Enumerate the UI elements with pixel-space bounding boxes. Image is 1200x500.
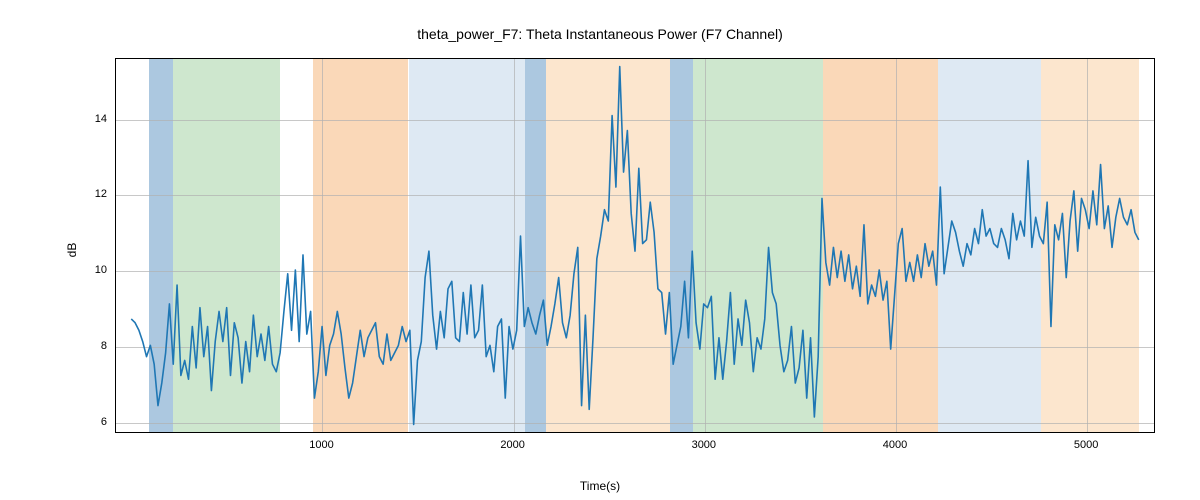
series-line bbox=[131, 67, 1138, 425]
x-tick-label: 4000 bbox=[883, 439, 907, 451]
y-tick-label: 10 bbox=[75, 264, 107, 276]
y-tick-label: 8 bbox=[75, 340, 107, 352]
x-tick-label: 2000 bbox=[500, 439, 524, 451]
y-axis-label: dB bbox=[65, 243, 79, 258]
y-tick-label: 6 bbox=[75, 416, 107, 428]
x-tick-label: 5000 bbox=[1074, 439, 1098, 451]
chart-container: theta_power_F7: Theta Instantaneous Powe… bbox=[0, 0, 1200, 500]
y-tick-label: 12 bbox=[75, 188, 107, 200]
chart-title: theta_power_F7: Theta Instantaneous Powe… bbox=[0, 26, 1200, 42]
y-tick-label: 14 bbox=[75, 113, 107, 125]
x-axis-label: Time(s) bbox=[0, 479, 1200, 493]
plot-area bbox=[115, 58, 1155, 433]
x-tick-label: 1000 bbox=[309, 439, 333, 451]
x-tick-label: 3000 bbox=[692, 439, 716, 451]
line-layer bbox=[116, 59, 1154, 432]
